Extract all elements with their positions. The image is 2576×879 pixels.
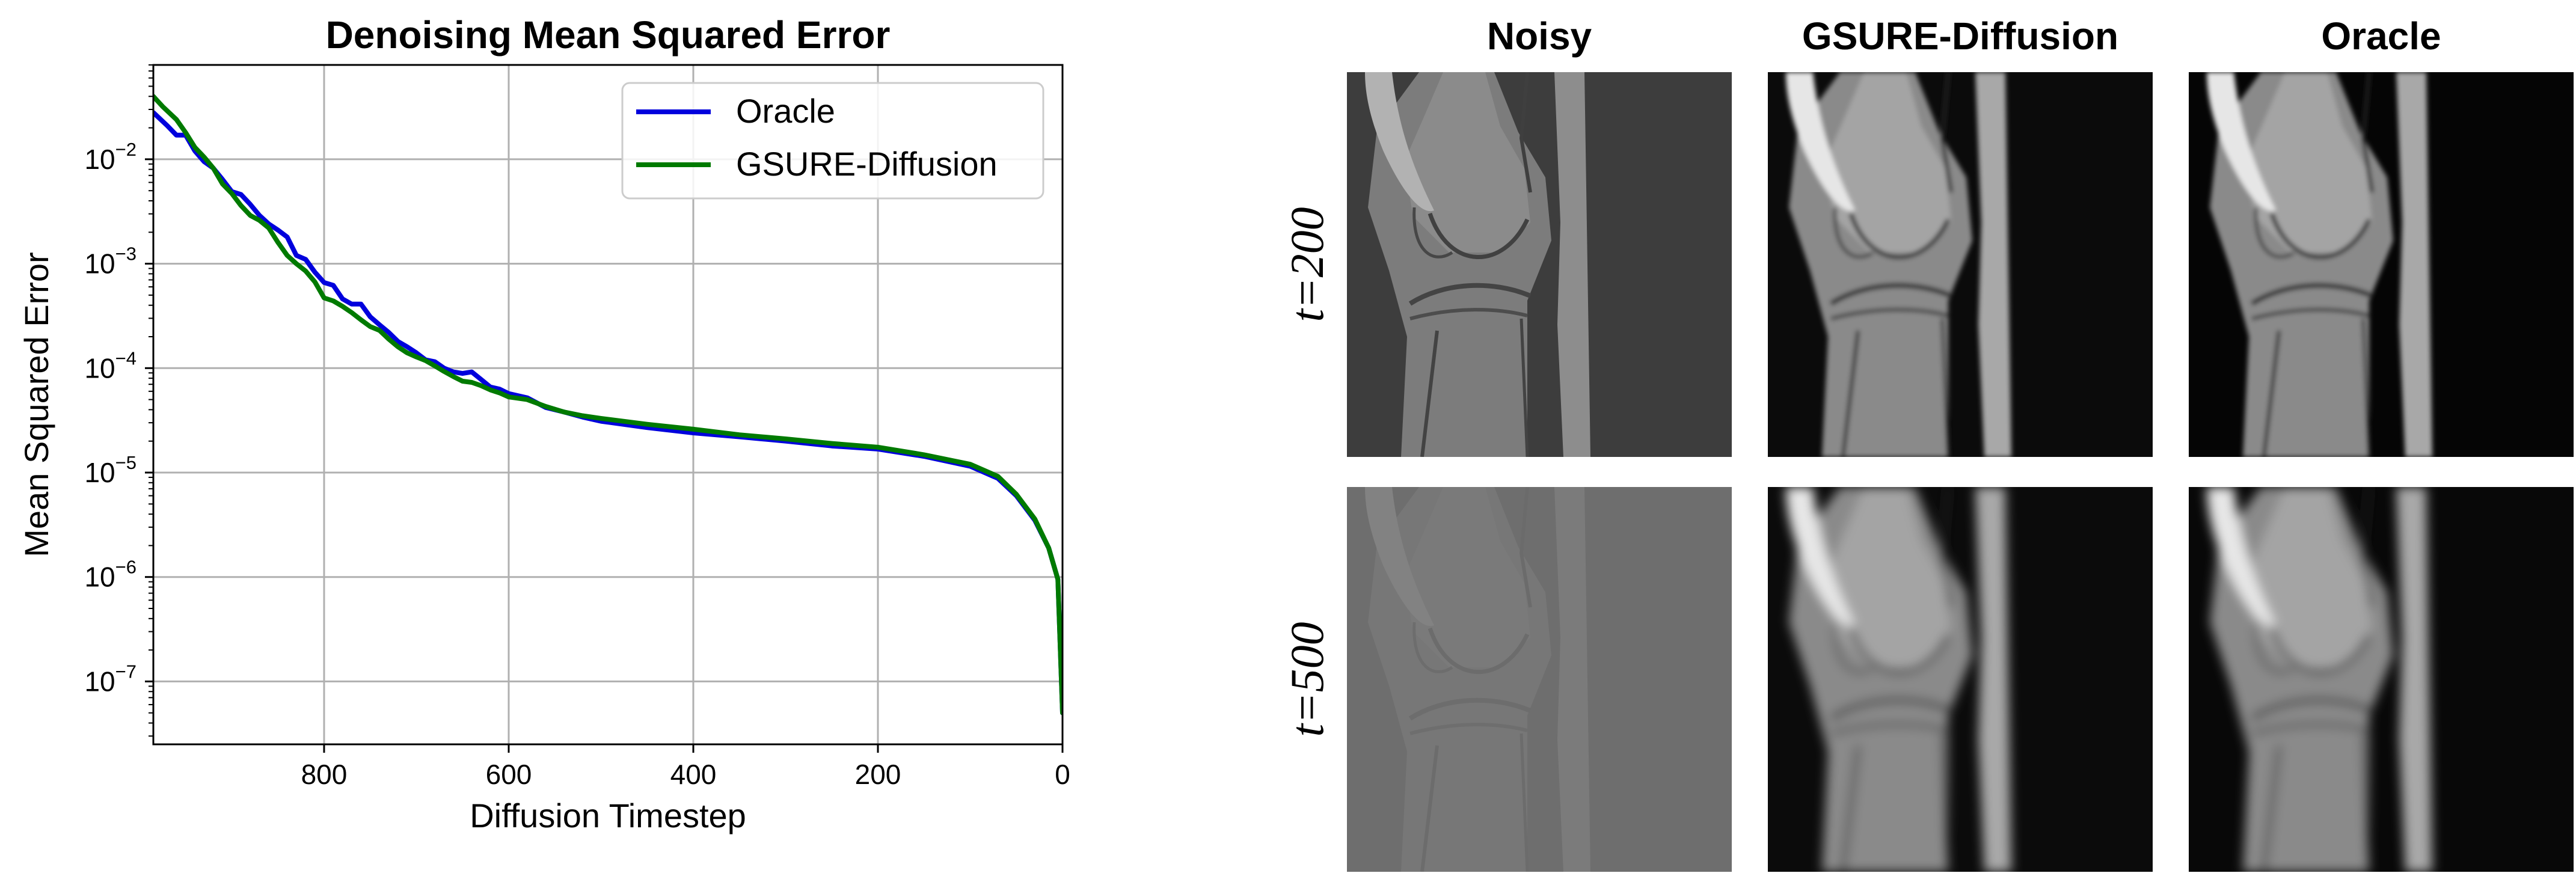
column-title-gsure-diffusion: GSURE-Diffusion [1802, 14, 2118, 58]
y-tick-label: 10−6 [84, 557, 136, 593]
x-tick-label: 0 [1055, 759, 1070, 790]
image-noisy-t500 [1347, 487, 1732, 872]
column-title-noisy: Noisy [1487, 14, 1592, 58]
row-label-t500: t=500 [1281, 622, 1333, 737]
y-tick-label: 10−2 [84, 139, 136, 175]
series-line-oracle [153, 110, 1063, 715]
x-tick-label: 400 [670, 759, 717, 790]
y-tick-label: 10−5 [84, 452, 136, 488]
column-title-oracle: Oracle [2321, 14, 2441, 58]
legend-label-gsure-diffusion: GSURE-Diffusion [736, 145, 998, 183]
x-tick-label: 600 [486, 759, 532, 790]
series-layer [153, 94, 1063, 715]
x-tick-label: 200 [855, 759, 901, 790]
image-oracle-t200 [2189, 72, 2574, 457]
image-oracle-t500 [2189, 487, 2574, 872]
mse-chart: Denoising Mean Squared Error 800 600 400 20… [17, 13, 1070, 835]
legend-box [621, 82, 1044, 200]
series-line-gsure-diffusion [153, 94, 1063, 715]
plot-frame [152, 64, 1064, 746]
axis-ticks: 800 600 400 200 0 10−2 10−3 10−4 10−5 10−6 10−7 [84, 64, 1070, 790]
y-tick-label: 10−3 [84, 243, 136, 280]
image-noisy-t200 [1347, 72, 1732, 457]
y-tick-label: 10−7 [84, 661, 136, 697]
y-axis-label: Mean Squared Error [17, 252, 55, 557]
image-gsure-diffusion-t500 [1768, 487, 2153, 872]
legend-label-oracle: Oracle [736, 92, 835, 130]
legend: Oracle GSURE-Diffusion [621, 82, 1044, 200]
x-tick-label: 800 [301, 759, 348, 790]
chart-title: Denoising Mean Squared Error [326, 13, 891, 57]
image-gsure-diffusion-t200 [1768, 72, 2153, 457]
y-tick-label: 10−4 [84, 348, 136, 384]
row-label-t200: t=200 [1281, 207, 1333, 322]
x-axis-label: Diffusion Timestep [470, 797, 746, 835]
image-grid: Noisy GSURE-Diffusion Oracle t=200 t=500 [1281, 14, 2574, 872]
